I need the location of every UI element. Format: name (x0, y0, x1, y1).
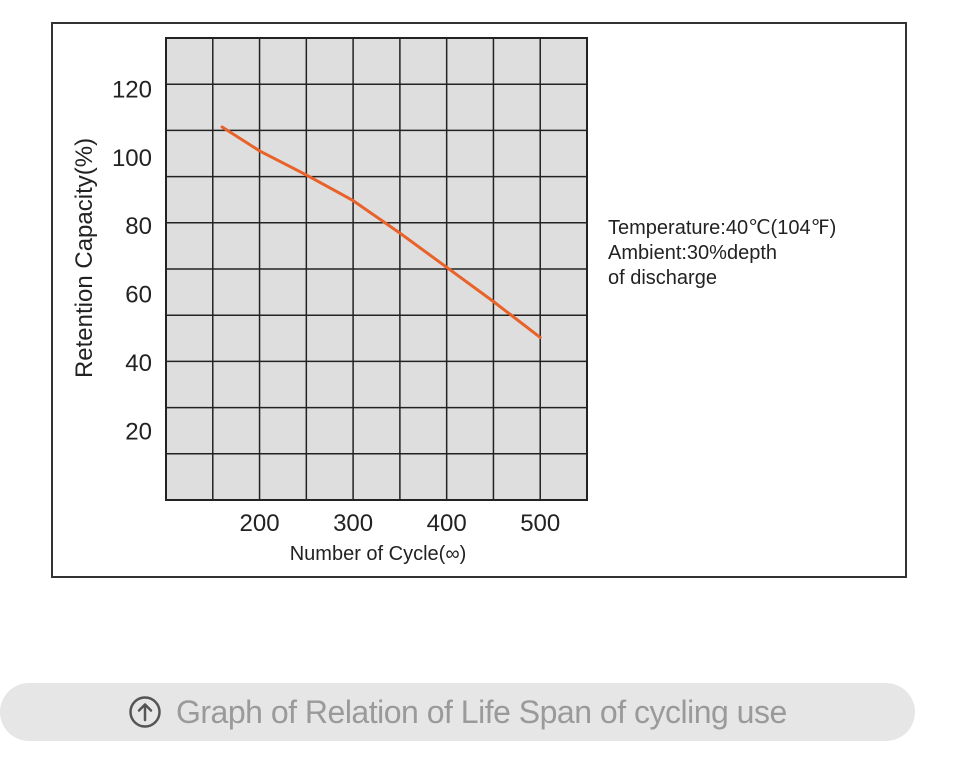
y-tick-labels: 20 40 60 80 100 120 (112, 76, 152, 445)
x-tick-label: 300 (333, 510, 373, 537)
y-tick-label: 80 (125, 213, 152, 240)
note-line-temperature: Temperature:40℃(104℉) (608, 217, 837, 239)
caption-bar (0, 683, 915, 741)
y-tick-label: 100 (112, 145, 152, 172)
grid-horizontal (166, 83, 587, 455)
chart-frame (51, 22, 907, 578)
series-line (220, 125, 542, 339)
y-tick-label: 60 (125, 282, 152, 309)
y-axis-label: Retention Capacity(%) (71, 138, 98, 378)
circle-up-arrow-icon (129, 696, 161, 728)
x-tick-label: 500 (520, 510, 560, 537)
note-line-discharge: of discharge (608, 267, 717, 289)
x-tick-label: 400 (427, 510, 467, 537)
series-layer (220, 125, 542, 339)
y-tick-label: 120 (112, 76, 152, 103)
x-axis-label: Number of Cycle(∞) (290, 543, 467, 565)
caption-title: Graph of Relation of Life Span of cyclin… (176, 694, 787, 730)
x-tick-labels: 200 300 400 500 (240, 510, 561, 537)
note-line-ambient: Ambient:30%depth (608, 242, 778, 264)
y-tick-label: 40 (125, 350, 152, 377)
y-tick-label: 20 (125, 419, 152, 446)
test-conditions-note: Temperature:40℃(104℉) Ambient:30%depth o… (608, 216, 836, 291)
x-tick-label: 200 (240, 510, 280, 537)
